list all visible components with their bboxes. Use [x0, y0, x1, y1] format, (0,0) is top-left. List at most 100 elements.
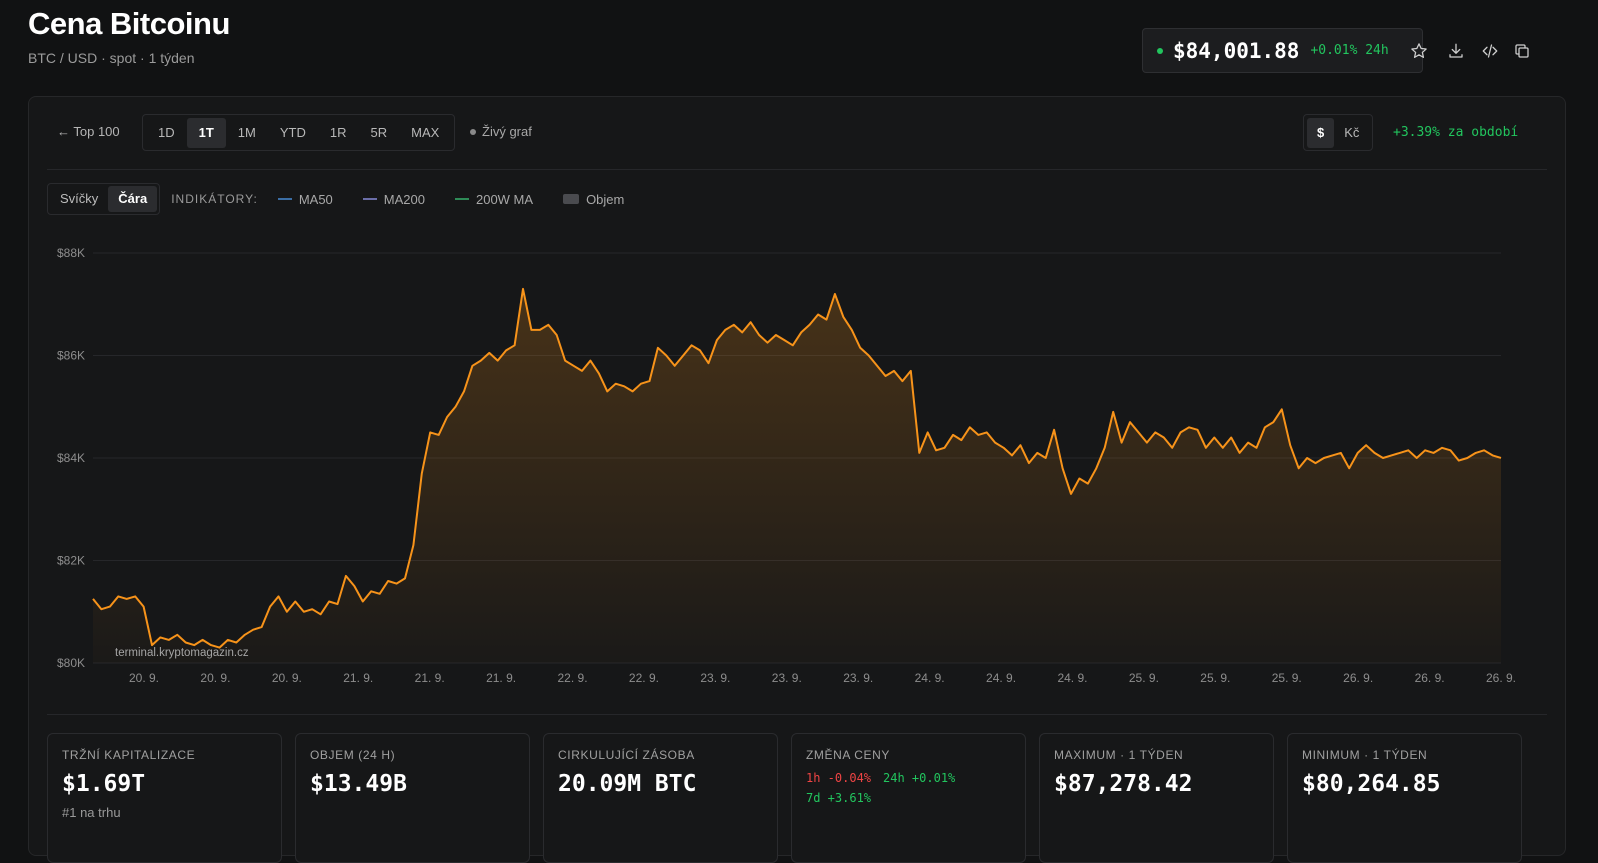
x-tick-label: 23. 9. [700, 671, 730, 685]
range-button-1d[interactable]: 1D [158, 124, 175, 140]
change-line: 7d +3.61% [806, 791, 1011, 805]
x-tick-label: 21. 9. [415, 671, 445, 685]
stat-card-cirkulujici-zasoba: CIRKULUJÍCÍ ZÁSOBA 20.09M BTC [543, 733, 778, 863]
range-button-5r[interactable]: 5R [370, 124, 388, 140]
x-tick-label: 21. 9. [343, 671, 373, 685]
watermark: terminal.kryptomagazin.cz [115, 647, 249, 659]
page-title: Cena Bitcoinu [28, 6, 230, 41]
star-icon[interactable] [1408, 40, 1430, 62]
indicator-ma200[interactable]: MA200 [362, 192, 425, 207]
indicator-label: 200W MA [475, 191, 534, 207]
indicator-200w-ma[interactable]: 200W MA [454, 191, 534, 207]
indicator-list: MA50 MA200 200W MA Objem [277, 191, 655, 207]
indicator-row: Svíčky Čára INDIKÁTORY: MA50 MA200 200W MA O… [47, 183, 654, 215]
x-tick-label: 25. 9. [1272, 671, 1302, 685]
chart-type-cara[interactable]: Čára [108, 186, 158, 212]
range-button-1t[interactable]: 1T [186, 117, 226, 148]
live-price-box: $84,001.88 +0.01% 24h [1142, 28, 1423, 73]
x-tick-label: 26. 9. [1486, 671, 1516, 685]
stat-subtext: #1 na trhu [62, 805, 121, 820]
stat-label: ZMĚNA CENY [806, 748, 891, 762]
live-chart-label: Živý graf [482, 124, 532, 139]
download-icon[interactable] [1445, 40, 1467, 62]
x-tick-label: 21. 9. [486, 671, 516, 685]
stat-value: $1.69T [62, 771, 146, 797]
chart-type-selector: Svíčky Čára [47, 183, 161, 215]
period-change: +3.39% za období [1393, 125, 1519, 140]
copy-icon[interactable] [1511, 40, 1533, 62]
stat-label: MINIMUM · 1 TÝDEN [1302, 748, 1428, 762]
x-tick-label: 26. 9. [1343, 671, 1373, 685]
indicator-swatch [362, 198, 377, 200]
stat-card-zmena-ceny: ZMĚNA CENY 1h -0.04% 24h +0.01% 7d +3.61% [791, 733, 1026, 863]
live-chart-toggle[interactable]: Živý graf [470, 124, 532, 139]
price-chart-svg: $80K $82K $84K $86K $88K terminal.kryptomagaz… [57, 246, 1516, 685]
stat-label: TRŽNÍ KAPITALIZACE [62, 748, 196, 762]
x-tick-label: 23. 9. [772, 671, 802, 685]
stat-label: CIRKULUJÍCÍ ZÁSOBA [558, 748, 695, 762]
indicator-objem[interactable]: Objem [563, 192, 624, 207]
x-tick-label: 20. 9. [272, 671, 302, 685]
x-tick-label: 22. 9. [558, 671, 588, 685]
x-tick-label: 20. 9. [200, 671, 230, 685]
toolbar-divider [47, 169, 1547, 170]
range-button-1m[interactable]: 1M [237, 124, 256, 140]
stat-label: OBJEM (24 H) [310, 748, 396, 762]
price-change-value: 1h -0.04% [806, 771, 872, 785]
y-tick-label: $84K [57, 451, 85, 465]
stat-card-trzni-kapitalizace: TRŽNÍ KAPITALIZACE $1.69T #1 na trhu [47, 733, 282, 863]
y-tick-label: $80K [57, 656, 85, 670]
price-change-value: 7d +3.61% [806, 791, 872, 805]
range-button-1r[interactable]: 1R [329, 124, 347, 140]
y-tick-label: $88K [57, 246, 85, 260]
y-tick-label: $82K [57, 554, 85, 568]
x-tick-label: 24. 9. [986, 671, 1016, 685]
price-line [92, 287, 1502, 649]
x-tick-label: 26. 9. [1415, 671, 1445, 685]
price-area [93, 288, 1501, 663]
x-tick-label: 22. 9. [629, 671, 659, 685]
indicator-swatch [277, 198, 292, 200]
indicator-label: MA50 [298, 191, 333, 207]
range-button-ytd[interactable]: YTD [279, 124, 306, 140]
currency-button-czk[interactable]: Kč [1344, 124, 1360, 140]
time-range-selector: 1D 1T 1M YTD 1R 5R MAX [142, 114, 456, 151]
y-tick-label: $86K [57, 349, 85, 363]
x-tick-label: 20. 9. [129, 671, 159, 685]
page-subtitle: BTC / USD · spot · 1 týden [28, 50, 195, 66]
price-change-value: 24h +0.01% [883, 771, 956, 785]
price-chart: $80K $82K $84K $86K $88K terminal.kryptomagaz… [29, 227, 1567, 697]
x-tick-label: 23. 9. [843, 671, 873, 685]
live-chart-dot [470, 128, 476, 135]
indicator-swatch [454, 198, 469, 200]
currency-selector: $ Kč [1303, 114, 1374, 151]
change-line: 1h -0.04% 24h +0.01% [806, 771, 1011, 785]
x-tick-label: 24. 9. [1057, 671, 1087, 685]
back-to-top100-link[interactable]: ← Top 100 [57, 124, 120, 139]
chart-panel: ← Top 100 1D 1T 1M YTD 1R 5R MAX Živý graf $ Kč… [28, 96, 1567, 863]
stat-label: MAXIMUM · 1 TÝDEN [1054, 748, 1184, 762]
x-tick-label: 24. 9. [915, 671, 945, 685]
stat-value: $87,278.42 [1054, 771, 1193, 797]
stat-card-maximum-1-tyden: MAXIMUM · 1 TÝDEN $87,278.42 [1039, 733, 1274, 863]
live-indicator-dot [1157, 47, 1163, 54]
chart-type-svicky[interactable]: Svíčky [60, 191, 99, 206]
chart-divider [47, 714, 1547, 715]
indicator-label: Objem [586, 191, 625, 207]
stat-card-minimum-1-tyden: MINIMUM · 1 TÝDEN $80,264.85 [1287, 733, 1522, 863]
x-tick-label: 25. 9. [1129, 671, 1159, 685]
stat-card-objem-24-h: OBJEM (24 H) $13.49B [295, 733, 530, 863]
page-header: Cena Bitcoinu BTC / USD · spot · 1 týden [28, 6, 230, 66]
range-button-max[interactable]: MAX [411, 124, 440, 140]
current-price: $84,001.88 [1173, 38, 1300, 63]
chart-toolbar: ← Top 100 1D 1T 1M YTD 1R 5R MAX Živý graf $ Kč… [29, 97, 1565, 171]
indicator-ma50[interactable]: MA50 [277, 191, 333, 207]
stat-value: $13.49B [310, 771, 407, 797]
currency-button-usd[interactable]: $ [1307, 117, 1335, 148]
indicators-label: INDIKÁTORY: [171, 192, 258, 206]
price-change-24h: +0.01% 24h [1310, 43, 1389, 58]
stat-value: $80,264.85 [1302, 771, 1441, 797]
x-tick-label: 25. 9. [1200, 671, 1230, 685]
code-icon[interactable] [1479, 40, 1501, 62]
indicator-swatch [563, 194, 580, 204]
